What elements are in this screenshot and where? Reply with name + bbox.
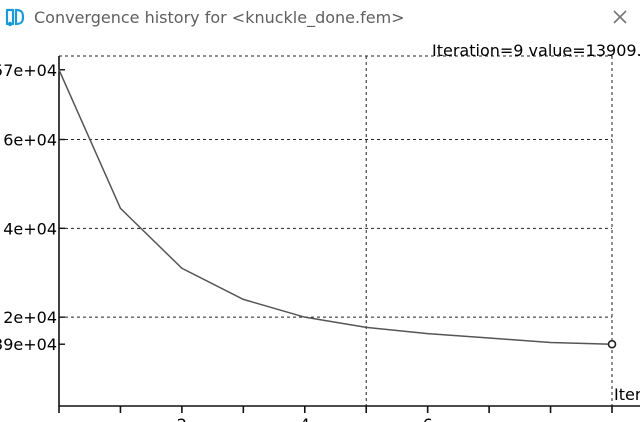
data-point — [119, 207, 122, 209]
title-bar: Convergence history for <knuckle_done.fe… — [0, 0, 640, 34]
x-tick-label: 4 — [300, 415, 310, 422]
y-tick-label: 2e+04 — [3, 308, 57, 327]
data-point — [365, 326, 367, 328]
last-point-marker — [607, 339, 617, 349]
y-tick-label: 4e+04 — [3, 219, 57, 238]
data-point — [488, 337, 490, 339]
data-point — [427, 333, 429, 335]
close-icon[interactable] — [606, 4, 634, 30]
solver-app-icon — [5, 8, 25, 27]
chart-ticks: 2 4 6 7.57e+04 6e+04 4e+04 2e+04 1.39e+04 — [0, 61, 613, 422]
window-title: Convergence history for <knuckle_done.fe… — [34, 8, 405, 27]
convergence-line — [58, 69, 613, 345]
iteration-readout: Iteration=9 value=13909.5 — [432, 41, 640, 60]
y-tick-label: 1.39e+04 — [0, 335, 57, 354]
data-point — [181, 267, 183, 269]
x-axis-label: Iter — [614, 385, 640, 404]
x-tick-label: 2 — [177, 415, 187, 422]
y-tick-label: 6e+04 — [3, 131, 57, 150]
data-point — [304, 316, 306, 318]
chart-grid — [59, 55, 613, 406]
x-tick-label: 6 — [423, 415, 433, 422]
y-tick-label: 7.57e+04 — [0, 61, 57, 80]
data-point — [549, 341, 552, 344]
chart-series — [58, 69, 617, 349]
data-point — [58, 69, 60, 71]
data-point — [242, 298, 244, 301]
chart-axes — [58, 56, 640, 407]
